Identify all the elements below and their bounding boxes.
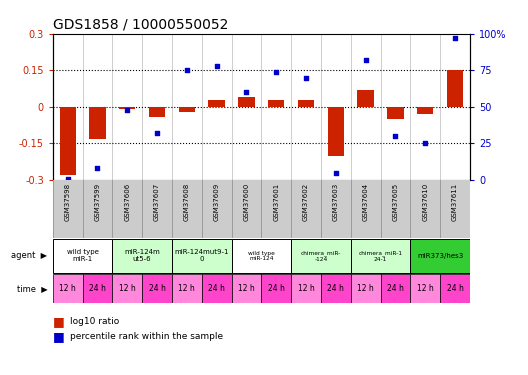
Bar bbox=[89, 107, 106, 139]
Bar bbox=[149, 107, 165, 117]
Point bbox=[63, 176, 72, 181]
Point bbox=[183, 68, 191, 74]
Text: miR-124m
ut5-6: miR-124m ut5-6 bbox=[124, 249, 160, 262]
Point bbox=[421, 141, 429, 147]
Bar bbox=[112, 239, 172, 273]
Bar bbox=[328, 107, 344, 156]
Bar bbox=[351, 274, 381, 303]
Point bbox=[332, 170, 340, 176]
Text: GSM37607: GSM37607 bbox=[154, 183, 160, 221]
Point bbox=[123, 107, 131, 113]
Text: ■: ■ bbox=[53, 330, 64, 343]
Text: agent  ▶: agent ▶ bbox=[12, 251, 48, 260]
Bar bbox=[261, 274, 291, 303]
Text: GSM37611: GSM37611 bbox=[452, 183, 458, 221]
Text: 24 h: 24 h bbox=[208, 284, 225, 293]
Text: 24 h: 24 h bbox=[387, 284, 404, 293]
Text: ■: ■ bbox=[53, 315, 64, 328]
Point bbox=[272, 69, 280, 75]
Bar bbox=[440, 274, 470, 303]
Text: GSM37600: GSM37600 bbox=[243, 183, 249, 221]
Bar bbox=[351, 239, 410, 273]
Point bbox=[93, 165, 102, 171]
Text: wild type
miR-1: wild type miR-1 bbox=[67, 249, 99, 262]
Bar bbox=[232, 239, 291, 273]
Text: wild type
miR-124: wild type miR-124 bbox=[248, 251, 275, 261]
Text: chimera_miR-1
24-1: chimera_miR-1 24-1 bbox=[359, 250, 402, 262]
Point bbox=[451, 35, 459, 41]
Bar bbox=[321, 274, 351, 303]
Text: 12 h: 12 h bbox=[59, 284, 76, 293]
Text: miR373/hes3: miR373/hes3 bbox=[417, 253, 463, 259]
Bar bbox=[112, 274, 142, 303]
Bar bbox=[53, 274, 82, 303]
Text: GSM37601: GSM37601 bbox=[274, 183, 279, 221]
Point bbox=[302, 75, 310, 81]
Bar bbox=[172, 274, 202, 303]
Text: 12 h: 12 h bbox=[417, 284, 433, 293]
Text: GSM37605: GSM37605 bbox=[392, 183, 399, 221]
Bar bbox=[202, 274, 232, 303]
Bar bbox=[291, 274, 321, 303]
Text: GSM37598: GSM37598 bbox=[65, 183, 71, 221]
Bar bbox=[209, 100, 225, 107]
Bar bbox=[357, 90, 374, 107]
Text: 12 h: 12 h bbox=[238, 284, 255, 293]
Bar bbox=[268, 100, 285, 107]
Bar bbox=[410, 274, 440, 303]
Text: GSM37610: GSM37610 bbox=[422, 183, 428, 221]
Bar bbox=[417, 107, 433, 114]
Text: miR-124mut9-1
0: miR-124mut9-1 0 bbox=[175, 249, 229, 262]
Text: GSM37602: GSM37602 bbox=[303, 183, 309, 221]
Text: GSM37599: GSM37599 bbox=[95, 183, 100, 221]
Bar bbox=[178, 107, 195, 112]
Bar bbox=[410, 239, 470, 273]
Text: GSM37609: GSM37609 bbox=[214, 183, 220, 221]
Bar bbox=[172, 239, 232, 273]
Text: 12 h: 12 h bbox=[178, 284, 195, 293]
Text: GSM37606: GSM37606 bbox=[124, 183, 130, 221]
Text: 12 h: 12 h bbox=[119, 284, 136, 293]
Point bbox=[153, 130, 162, 136]
Text: log10 ratio: log10 ratio bbox=[70, 317, 119, 326]
Text: GSM37604: GSM37604 bbox=[363, 183, 369, 221]
Bar bbox=[119, 107, 136, 109]
Bar bbox=[142, 274, 172, 303]
Bar bbox=[387, 107, 403, 119]
Text: GDS1858 / 10000550052: GDS1858 / 10000550052 bbox=[53, 17, 228, 31]
Text: percentile rank within the sample: percentile rank within the sample bbox=[70, 332, 223, 341]
Point bbox=[361, 57, 370, 63]
Bar bbox=[60, 107, 76, 175]
Bar bbox=[82, 274, 112, 303]
Text: time  ▶: time ▶ bbox=[17, 284, 48, 293]
Bar bbox=[291, 239, 351, 273]
Text: 24 h: 24 h bbox=[89, 284, 106, 293]
Text: 12 h: 12 h bbox=[357, 284, 374, 293]
Point bbox=[212, 63, 221, 69]
Text: 24 h: 24 h bbox=[268, 284, 285, 293]
Text: 24 h: 24 h bbox=[149, 284, 165, 293]
Text: 12 h: 12 h bbox=[298, 284, 315, 293]
Bar bbox=[447, 70, 463, 107]
Point bbox=[242, 89, 251, 95]
Bar bbox=[232, 274, 261, 303]
Bar bbox=[53, 239, 112, 273]
Text: chimera_miR-
-124: chimera_miR- -124 bbox=[301, 250, 341, 262]
Bar bbox=[381, 274, 410, 303]
Text: 24 h: 24 h bbox=[327, 284, 344, 293]
Text: GSM37608: GSM37608 bbox=[184, 183, 190, 221]
Point bbox=[391, 133, 400, 139]
Text: 24 h: 24 h bbox=[447, 284, 464, 293]
Bar bbox=[298, 100, 314, 107]
Bar bbox=[238, 97, 254, 107]
Text: GSM37603: GSM37603 bbox=[333, 183, 339, 221]
